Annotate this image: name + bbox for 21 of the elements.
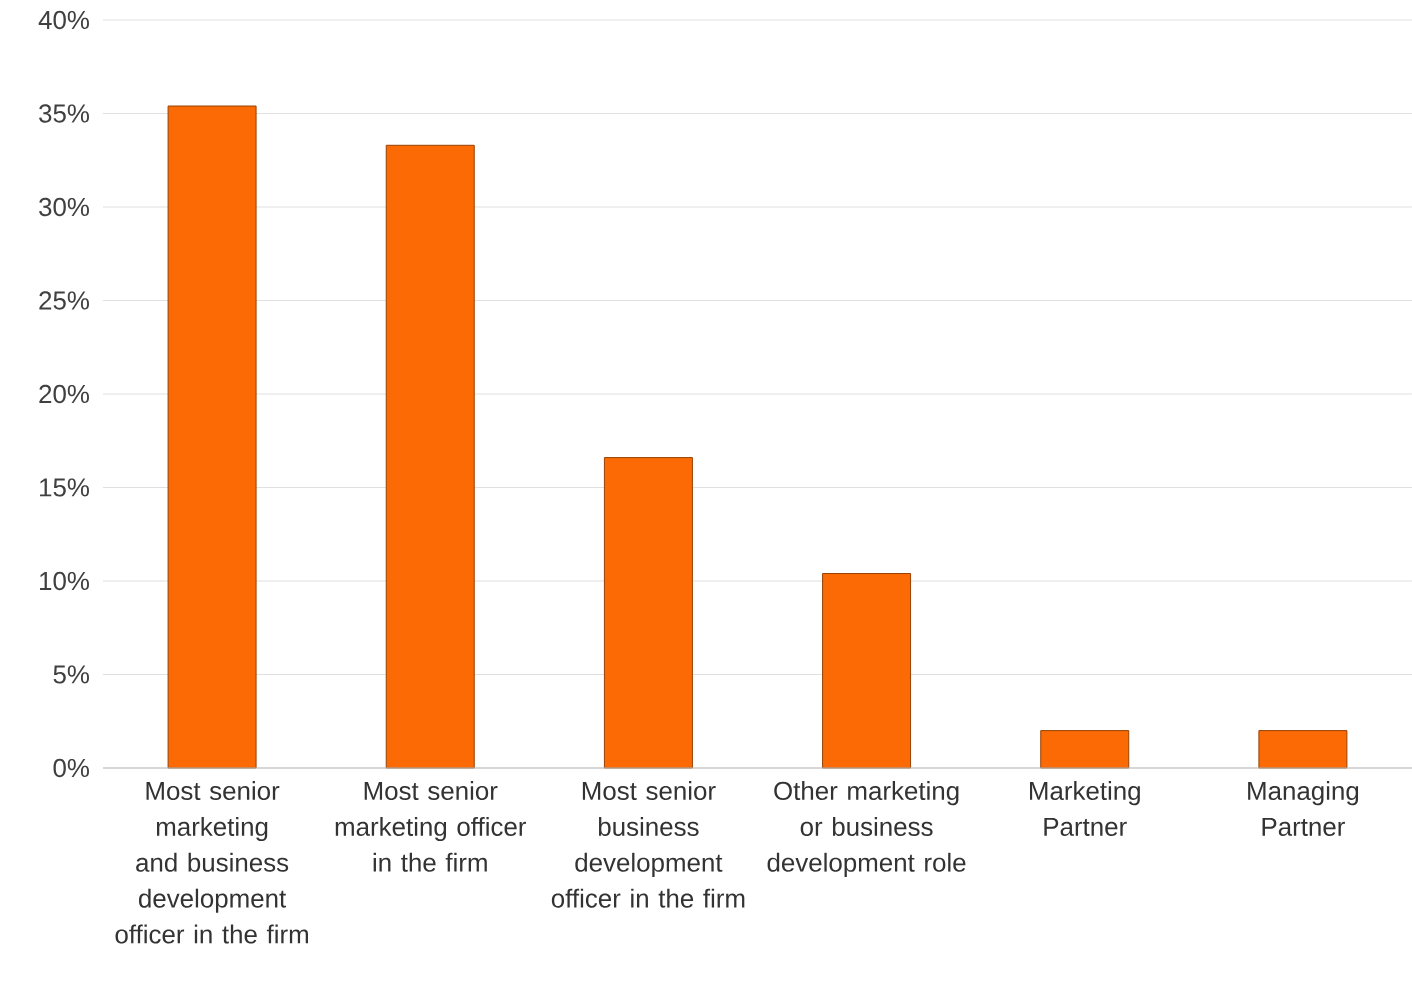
x-tick-label: Other marketing or business development role <box>767 781 966 877</box>
bar <box>603 457 693 769</box>
y-tick-label: 5% <box>53 665 89 684</box>
y-tick-label: 0% <box>53 758 89 778</box>
y-tick-label: 25% <box>39 291 89 310</box>
x-tick-label: Most senior marketing officer in the firm <box>335 781 527 872</box>
y-tick-label: 20% <box>39 384 89 404</box>
bar <box>1040 730 1130 769</box>
bar <box>167 105 257 769</box>
y-tick-label: 30% <box>39 197 89 217</box>
y-tick-label: 40% <box>38 10 89 30</box>
y-tick-label: 35% <box>39 104 89 123</box>
y-tick-label: 15% <box>40 478 89 497</box>
bar <box>385 144 475 769</box>
x-tick-label: Marketing Partner <box>1030 781 1140 836</box>
x-tick-label: Managing Partner <box>1248 781 1359 836</box>
x-tick-label: Most senior marketing and business development officer in the firm <box>115 781 308 944</box>
x-tick-label: Most senior business development officer in the firm <box>551 781 745 908</box>
bar <box>1258 730 1348 769</box>
y-tick-label: 10% <box>40 571 89 591</box>
bar <box>822 573 912 769</box>
